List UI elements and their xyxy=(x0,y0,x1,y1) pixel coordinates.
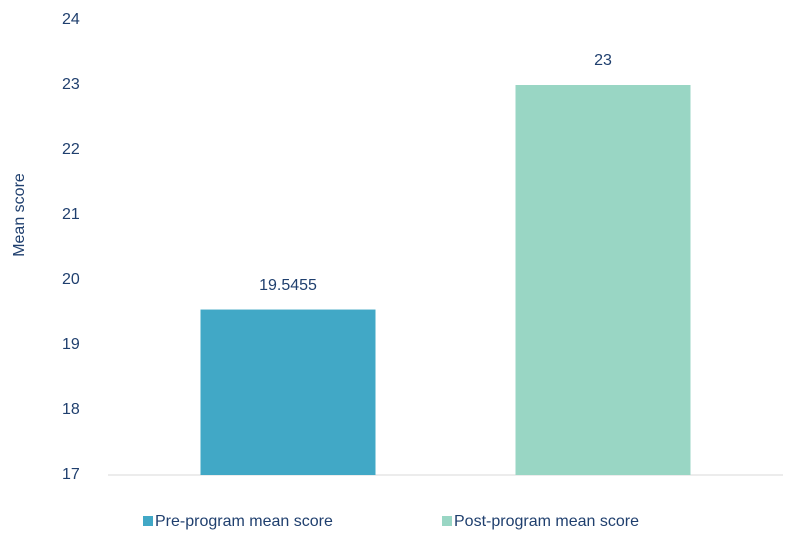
legend-swatch xyxy=(442,516,452,526)
y-tick-label: 17 xyxy=(62,466,80,483)
y-tick-label: 18 xyxy=(62,401,80,418)
legend-label: Pre-program mean score xyxy=(155,513,333,530)
data-label: 23 xyxy=(594,52,612,69)
y-tick-label: 22 xyxy=(62,141,80,158)
bar xyxy=(200,309,376,475)
y-tick-label: 23 xyxy=(62,76,80,93)
data-label: 19.5455 xyxy=(259,277,317,294)
y-tick-label: 21 xyxy=(62,206,80,223)
bar xyxy=(515,85,691,475)
legend-label: Post-program mean score xyxy=(454,513,639,530)
legend-swatch xyxy=(143,516,153,526)
y-axis-title: Mean score xyxy=(11,173,28,257)
y-tick-label: 20 xyxy=(62,271,80,288)
y-tick-label: 19 xyxy=(62,336,80,353)
y-tick-label: 24 xyxy=(62,11,80,28)
